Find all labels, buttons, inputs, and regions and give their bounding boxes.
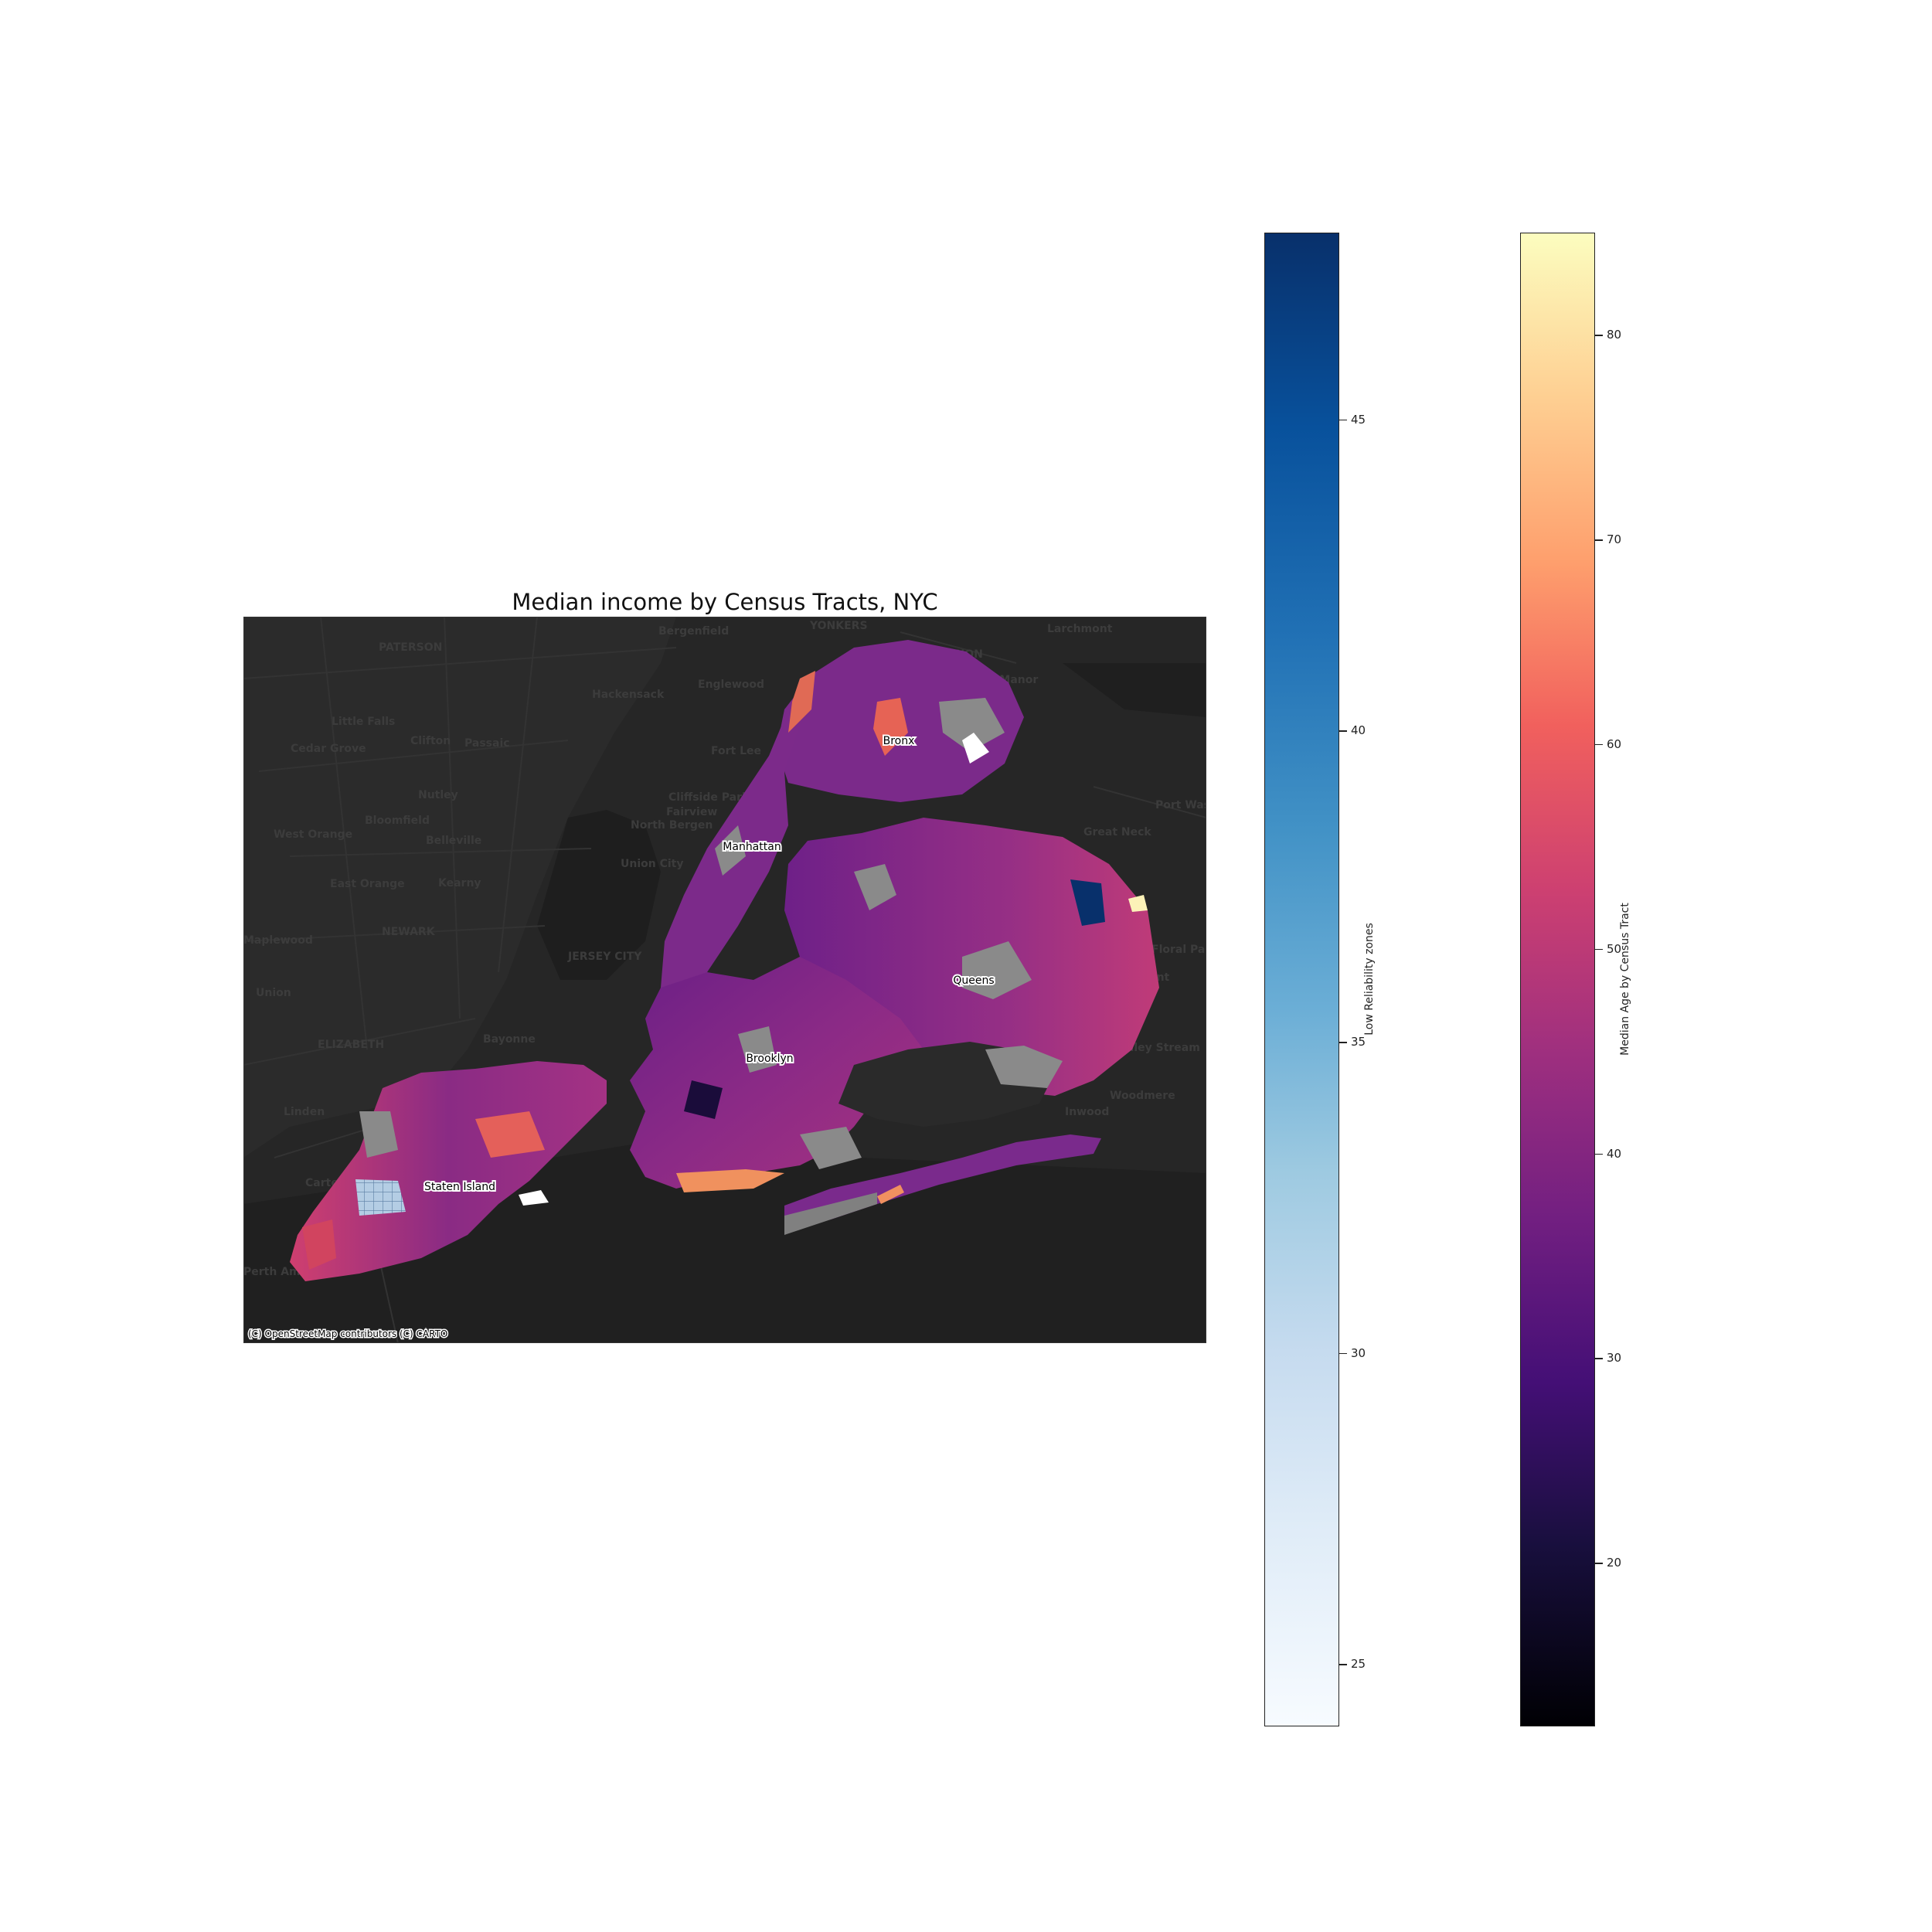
high-reliability-zone bbox=[1070, 879, 1105, 926]
colorbar-low-reliability-tick-label: 25 bbox=[1351, 1657, 1366, 1672]
place-label: Bayonne bbox=[483, 1033, 536, 1046]
missing-data-area bbox=[985, 1046, 1063, 1088]
missing-data-area bbox=[854, 864, 896, 910]
colorbar-median-age-tick-label: 40 bbox=[1607, 1146, 1622, 1161]
low-age-tract bbox=[684, 1080, 723, 1119]
borough-label-bronx: Bronx bbox=[883, 735, 915, 747]
colorbar-median-age-tick bbox=[1595, 539, 1603, 541]
colorbar-median-age bbox=[1520, 233, 1595, 1726]
colorbar-median-age-tick bbox=[1595, 948, 1603, 951]
place-label: Great Neck bbox=[1083, 826, 1151, 838]
colorbar-median-age-tick bbox=[1595, 743, 1603, 746]
map-frame bbox=[243, 617, 1206, 1343]
highest-age-tract bbox=[1128, 895, 1148, 912]
borough-label-brooklyn: Brooklyn bbox=[746, 1053, 793, 1065]
colorbar-low-reliability-tick-label: 45 bbox=[1351, 412, 1366, 427]
colorbar-median-age-tick-label: 20 bbox=[1607, 1556, 1622, 1570]
place-label: Cedar Grove bbox=[291, 743, 366, 755]
map-panel[interactable]: PATERSON Bergenfield YONKERS MOUNT VERNO… bbox=[243, 616, 1257, 1344]
borough-brooklyn[interactable] bbox=[630, 957, 923, 1189]
low-reliability-tract bbox=[519, 1190, 549, 1206]
colorbar-median-age-tick-label: 50 bbox=[1607, 941, 1622, 956]
colorbar-median-age-tick bbox=[1595, 1358, 1603, 1359]
hudson-water bbox=[537, 810, 661, 980]
high-age-tract bbox=[302, 1219, 336, 1270]
low-reliability-zone bbox=[355, 1179, 406, 1216]
colorbar-low-reliability bbox=[1264, 233, 1339, 1726]
place-label: Englewood bbox=[698, 679, 764, 691]
place-label: Union City bbox=[621, 858, 683, 870]
colorbar-median-age-tick bbox=[1595, 1563, 1603, 1564]
missing-data-area bbox=[939, 698, 1005, 752]
place-label: Clifton bbox=[410, 735, 451, 747]
colorbar-median-age-tick bbox=[1595, 335, 1603, 336]
low-reliability-tract bbox=[962, 733, 989, 764]
place-label: Woodmere bbox=[1110, 1090, 1175, 1102]
colorbar-low-reliability-tick-label: 30 bbox=[1351, 1345, 1366, 1360]
place-label: Fairview bbox=[666, 806, 717, 818]
colorbar-low-reliability-tick-label: 40 bbox=[1351, 723, 1366, 738]
sound-water bbox=[1063, 663, 1206, 717]
high-age-tract bbox=[475, 1111, 545, 1158]
place-label: Linden bbox=[284, 1106, 325, 1118]
borough-label-manhattan: Manhattan bbox=[723, 841, 781, 853]
place-label: Inwood bbox=[1065, 1106, 1109, 1118]
mainland-land bbox=[243, 617, 676, 1158]
colorbar-median-age-tick-label: 30 bbox=[1607, 1351, 1622, 1366]
map-canvas: PATERSON Bergenfield YONKERS MOUNT VERNO… bbox=[243, 616, 1257, 1344]
place-label: Bloomfield bbox=[365, 815, 430, 827]
place-label: Nutley bbox=[418, 789, 458, 801]
high-age-tract bbox=[788, 671, 815, 733]
place-label: North Bergen bbox=[631, 819, 713, 832]
place-label: West Orange bbox=[274, 828, 352, 841]
place-label: YONKERS bbox=[809, 620, 868, 632]
colorbar-low-reliability-label: Low Reliability zones bbox=[1363, 923, 1376, 1036]
place-label: Bergenfield bbox=[658, 625, 729, 638]
colorbar-low-reliability-tick bbox=[1339, 1664, 1347, 1665]
place-label: ELIZABETH bbox=[318, 1039, 384, 1051]
map-title: Median income by Census Tracts, NYC bbox=[512, 589, 938, 615]
place-label: Little Falls bbox=[332, 716, 395, 728]
borough-label-staten-island: Staten Island bbox=[424, 1181, 495, 1193]
place-label: Port Washington bbox=[1155, 799, 1206, 811]
colorbar-median-age-tick bbox=[1595, 1153, 1603, 1155]
colorbar-low-reliability-tick-label: 35 bbox=[1351, 1035, 1366, 1049]
colorbar-median-age-tick-label: 60 bbox=[1607, 736, 1622, 751]
place-label: Passaic bbox=[464, 737, 510, 750]
place-label: PATERSON bbox=[379, 641, 442, 654]
place-label: NEWARK bbox=[382, 926, 436, 938]
missing-data-area bbox=[738, 1026, 777, 1073]
missing-data-area bbox=[800, 1127, 862, 1169]
colorbar-low-reliability-tick bbox=[1339, 419, 1347, 421]
place-label: Maplewood bbox=[243, 934, 313, 947]
map-attribution: (C) OpenStreetMap contributors (C) CARTO bbox=[248, 1328, 447, 1339]
high-age-tract bbox=[873, 698, 908, 756]
place-label: Union bbox=[256, 987, 291, 999]
place-label: Floral Park bbox=[1151, 944, 1206, 956]
place-label: Fort Lee bbox=[711, 745, 761, 757]
colorbar-low-reliability-tick bbox=[1339, 1352, 1347, 1355]
place-label: Valley Stream bbox=[1115, 1042, 1200, 1054]
missing-data-area bbox=[359, 1111, 398, 1158]
place-label: JERSEY CITY bbox=[567, 951, 642, 963]
place-label: Hackensack bbox=[592, 689, 665, 701]
borough-label-queens: Queens bbox=[953, 975, 994, 987]
missing-data-area bbox=[784, 1192, 877, 1235]
colorbar-median-age-tick-label: 70 bbox=[1607, 532, 1622, 547]
high-age-tract bbox=[676, 1169, 784, 1192]
place-label: Larchmont bbox=[1047, 623, 1113, 635]
place-label: Kearny bbox=[438, 877, 481, 889]
place-label: Cliffside Park bbox=[668, 791, 750, 804]
colorbar-median-age-label: Median Age by Census Tract bbox=[1619, 903, 1631, 1056]
high-age-tract bbox=[877, 1185, 904, 1204]
place-label: East Orange bbox=[330, 878, 405, 890]
place-label: Belleville bbox=[426, 835, 481, 847]
colorbar-low-reliability-tick bbox=[1339, 730, 1347, 732]
colorbar-median-age-tick-label: 80 bbox=[1607, 328, 1622, 342]
missing-data-area bbox=[715, 825, 746, 876]
missing-data-area bbox=[962, 941, 1032, 999]
colorbar-low-reliability-tick bbox=[1339, 1042, 1347, 1043]
